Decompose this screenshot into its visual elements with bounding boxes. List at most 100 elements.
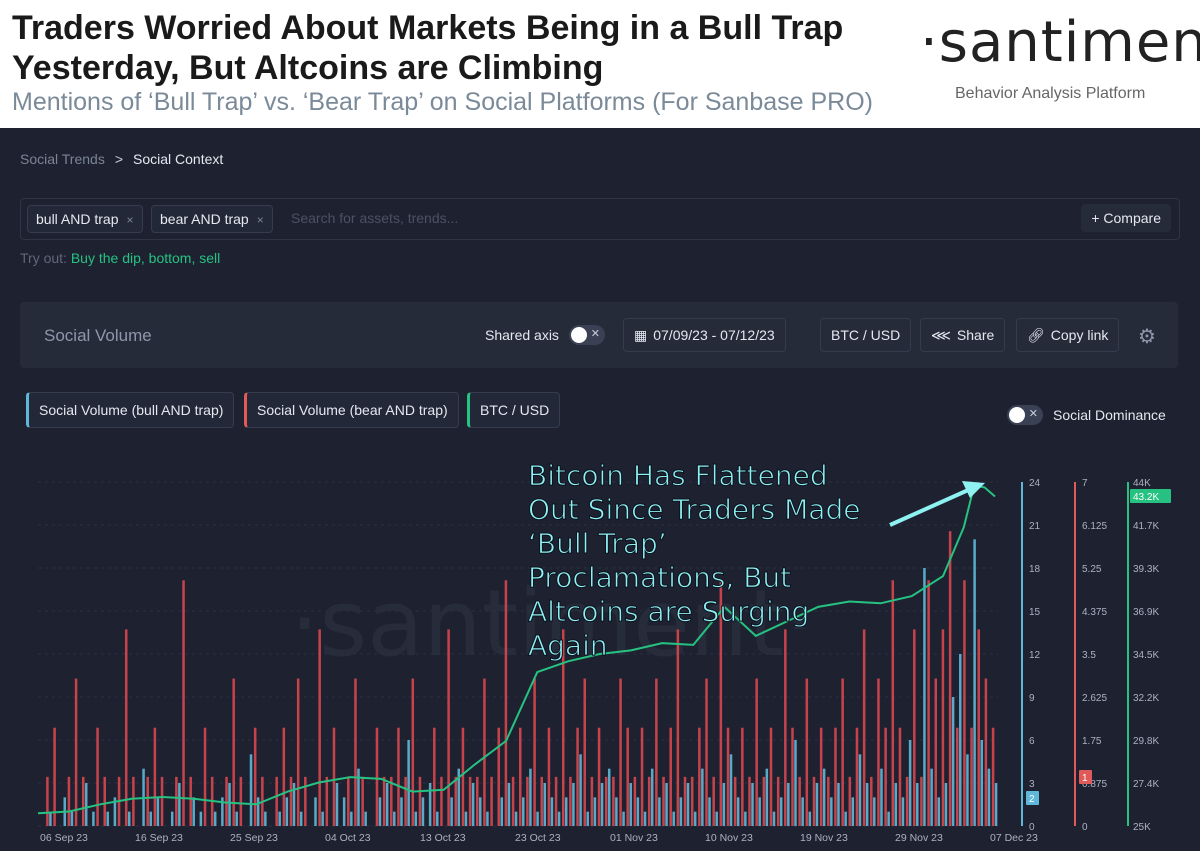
volume-bar bbox=[701, 768, 704, 826]
x-tick-label: 07 Dec 23 bbox=[990, 832, 1038, 844]
volume-bar bbox=[304, 776, 307, 826]
volume-bar bbox=[887, 811, 890, 826]
current-value-badge bbox=[1026, 791, 1039, 805]
volume-bar bbox=[923, 568, 926, 826]
volume-bar bbox=[669, 727, 672, 826]
volume-bar bbox=[557, 811, 561, 826]
volume-bar bbox=[156, 797, 160, 826]
volume-bar bbox=[748, 776, 751, 826]
volume-bar bbox=[858, 754, 862, 826]
current-value-badge bbox=[1130, 489, 1171, 503]
close-icon[interactable]: × bbox=[256, 213, 264, 227]
annotation-text: Bitcoin Has Flattened Out Since Traders M… bbox=[528, 459, 860, 662]
volume-bar bbox=[619, 678, 622, 826]
volume-bar bbox=[536, 811, 539, 826]
y-tick-label: 3 bbox=[1029, 779, 1035, 790]
volume-bar bbox=[221, 797, 224, 826]
search-input[interactable]: Search for assets, trends... bbox=[291, 210, 459, 226]
volume-bar bbox=[576, 727, 579, 826]
search-tag-bull-trap[interactable]: bull AND trap × bbox=[27, 205, 143, 233]
volume-bar bbox=[533, 678, 536, 826]
y-tick-label: 39.3K bbox=[1133, 564, 1159, 575]
copy-link-button[interactable]: 🔗︎ Copy link bbox=[1016, 318, 1120, 352]
volume-bar bbox=[834, 727, 837, 826]
volume-bar bbox=[564, 797, 568, 826]
volume-bar bbox=[705, 678, 708, 826]
link-icon: 🔗︎ bbox=[1027, 327, 1045, 343]
logo-tagline: Behavior Analysis Platform bbox=[955, 85, 1146, 102]
legend-bull-trap[interactable]: Social Volume (bull AND trap) bbox=[26, 392, 235, 428]
volume-bar bbox=[454, 776, 458, 826]
pair-selector[interactable]: BTC / USD bbox=[820, 318, 912, 352]
volume-bar bbox=[361, 776, 364, 826]
x-tick-label: 25 Sep 23 bbox=[230, 832, 278, 844]
volume-bar bbox=[827, 776, 830, 826]
volume-bar bbox=[991, 727, 995, 826]
chart-axes: 24 21 18 15 12 9 6 3 0 2 7 6.125 5.25 4.375 3.5 2.625 1.… bbox=[1021, 478, 1171, 833]
volume-bar bbox=[511, 776, 515, 826]
volume-bar bbox=[877, 678, 880, 826]
volume-bar bbox=[934, 678, 938, 826]
volume-bar bbox=[629, 783, 632, 826]
y-tick-label: 44K bbox=[1133, 478, 1151, 489]
social-dominance-toggle[interactable]: ✕ bbox=[1007, 405, 1043, 425]
volume-bar bbox=[984, 678, 988, 826]
search-bar[interactable]: bull AND trap × bear AND trap × Search for… bbox=[20, 198, 1180, 240]
annotation-line: Bitcoin Has Flattened bbox=[528, 459, 828, 492]
gear-icon[interactable]: ⚙︎ bbox=[1138, 326, 1156, 348]
volume-bar bbox=[526, 776, 529, 826]
volume-bar bbox=[113, 797, 117, 826]
volume-bar bbox=[755, 678, 758, 826]
volume-bar bbox=[927, 580, 930, 826]
volume-bar bbox=[522, 797, 525, 826]
close-icon[interactable]: × bbox=[126, 213, 134, 227]
volume-bar bbox=[844, 811, 847, 826]
tag-label: bear AND trap bbox=[160, 211, 249, 227]
share-button[interactable]: ⋘ Share bbox=[920, 318, 1006, 352]
volume-bar bbox=[500, 797, 504, 826]
y-tick-label: 15 bbox=[1029, 607, 1041, 618]
volume-bar bbox=[808, 811, 812, 826]
current-value-label: 1 bbox=[1082, 773, 1088, 784]
shared-axis-toggle[interactable]: ✕ bbox=[569, 325, 605, 345]
bull-volume-bars bbox=[49, 539, 998, 826]
social-volume-chart[interactable]: ·santiment· 24 21 18 15 12 9 6 3 0 2 7 6.125 5.25 4.3… bbox=[0, 128, 1200, 851]
volume-bar bbox=[550, 797, 554, 826]
y-tick-label: 21 bbox=[1029, 521, 1041, 532]
volume-bar bbox=[662, 776, 665, 826]
x-tick-label: 29 Nov 23 bbox=[895, 832, 943, 844]
volume-bar bbox=[851, 797, 855, 826]
y-tick-label: 6.125 bbox=[1082, 521, 1107, 532]
legend-bear-trap[interactable]: Social Volume (bear AND trap) bbox=[244, 392, 459, 428]
breadcrumb-social-trends[interactable]: Social Trends bbox=[20, 151, 105, 167]
volume-bar bbox=[407, 740, 410, 826]
volume-bar bbox=[81, 776, 85, 826]
y-tick-label: 18 bbox=[1029, 564, 1041, 575]
volume-bar bbox=[299, 811, 303, 826]
date-range-picker[interactable]: ▦ 07/09/23 - 07/12/23 bbox=[623, 318, 786, 352]
volume-bar bbox=[192, 797, 195, 826]
breadcrumb-social-context: Social Context bbox=[133, 151, 224, 167]
volume-bar bbox=[529, 768, 532, 826]
y-tick-label: 1.75 bbox=[1082, 736, 1102, 747]
search-tag-bear-trap[interactable]: bear AND trap × bbox=[151, 205, 273, 233]
volume-bar bbox=[672, 811, 675, 826]
suggestion-links[interactable]: Buy the dip, bottom, sell bbox=[70, 250, 221, 266]
legend-btc-usd[interactable]: BTC / USD bbox=[467, 392, 561, 428]
volume-bar bbox=[275, 776, 278, 826]
volume-bar bbox=[450, 797, 453, 826]
volume-bar bbox=[490, 776, 493, 826]
x-tick-label: 10 Nov 23 bbox=[705, 832, 753, 844]
volume-bar bbox=[504, 580, 508, 826]
volume-bar bbox=[213, 811, 217, 826]
y-tick-label: 3.5 bbox=[1082, 650, 1096, 661]
volume-bar bbox=[447, 629, 450, 826]
chevron-right-icon: > bbox=[114, 151, 124, 167]
compare-button[interactable]: + Compare bbox=[1081, 204, 1171, 232]
volume-bar bbox=[583, 678, 586, 826]
volume-bar bbox=[149, 811, 152, 826]
volume-bar bbox=[930, 768, 933, 826]
y-tick-label: 6 bbox=[1029, 736, 1035, 747]
shared-axis-label: Shared axis bbox=[485, 327, 559, 343]
volume-bar bbox=[751, 783, 754, 826]
